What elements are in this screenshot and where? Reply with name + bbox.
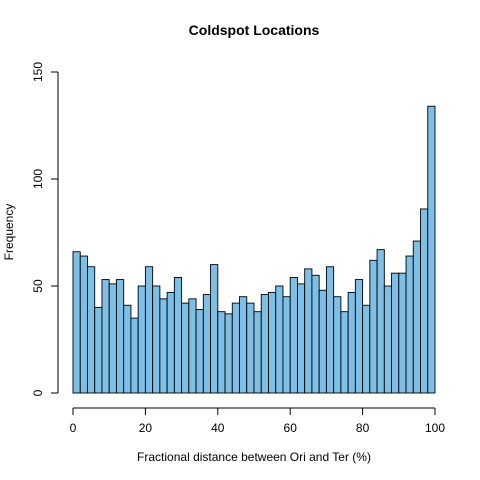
histogram-bar	[195, 309, 204, 394]
histogram-bar	[188, 298, 197, 394]
histogram-bar	[398, 272, 407, 394]
histogram-bar	[275, 285, 284, 394]
histogram-bar	[181, 302, 190, 394]
histogram-bar	[173, 276, 183, 394]
histogram-bar	[231, 302, 240, 394]
x-tick-label: 20	[139, 421, 153, 435]
histogram-bar	[282, 296, 291, 394]
x-tick-label: 0	[70, 421, 77, 435]
histogram-bar	[87, 266, 96, 394]
histogram-bar	[260, 294, 269, 394]
histogram-bar	[427, 105, 436, 394]
y-tick-label: 100	[31, 169, 45, 189]
x-tick-label: 80	[356, 421, 370, 435]
bars-group	[72, 105, 436, 394]
histogram-bar	[318, 289, 327, 394]
x-tick-label: 60	[284, 421, 298, 435]
histogram-bar	[202, 294, 212, 394]
histogram-bar	[325, 266, 335, 394]
histogram-bar	[268, 291, 277, 394]
histogram-bar	[253, 311, 262, 394]
histogram-bar	[296, 283, 306, 394]
x-axis-label: Fractional distance between Ori and Ter …	[137, 450, 371, 464]
histogram-bar	[420, 208, 429, 394]
histogram-bar	[137, 285, 146, 394]
histogram-bar	[72, 251, 81, 394]
histogram-bar	[79, 255, 88, 394]
histogram-bar	[362, 304, 371, 394]
histogram-bar	[412, 240, 421, 394]
histogram-bar	[391, 272, 400, 394]
histogram-bar	[347, 291, 356, 394]
histogram-bar	[289, 276, 298, 394]
y-axis: 0 50 100 150	[31, 62, 59, 396]
histogram-bar	[94, 306, 103, 394]
histogram-bar	[108, 283, 117, 394]
histogram-bar	[376, 249, 385, 394]
y-axis-label: Frequency	[2, 204, 16, 261]
y-tick-label: 0	[31, 389, 45, 396]
histogram-bar	[123, 304, 132, 394]
histogram-bar	[144, 266, 154, 394]
histogram-bar	[224, 313, 233, 394]
chart-title: Coldspot Locations	[189, 22, 320, 38]
histogram-bar	[311, 274, 320, 394]
x-tick-label: 100	[425, 421, 445, 435]
histogram-bar	[101, 279, 110, 394]
histogram-bar	[210, 264, 219, 394]
x-axis: 0 20 40 60 80 100	[70, 407, 445, 435]
histogram-bar	[217, 311, 226, 394]
x-tick-label: 40	[211, 421, 225, 435]
histogram-bar	[166, 291, 175, 394]
histogram-bar	[115, 279, 125, 394]
histogram-bar	[152, 285, 161, 394]
histogram-bar	[354, 279, 364, 394]
histogram-bar	[405, 255, 414, 394]
histogram-bar	[246, 302, 255, 394]
histogram-bar	[340, 311, 349, 394]
histogram-bar	[304, 268, 313, 394]
histogram-bar	[383, 285, 393, 394]
histogram-bar	[369, 259, 378, 394]
histogram-bar	[239, 296, 248, 394]
y-tick-label: 150	[31, 62, 45, 82]
histogram-bar	[130, 317, 139, 394]
y-tick-label: 50	[31, 279, 45, 293]
histogram-bar	[333, 296, 342, 394]
histogram-bar	[159, 298, 168, 394]
